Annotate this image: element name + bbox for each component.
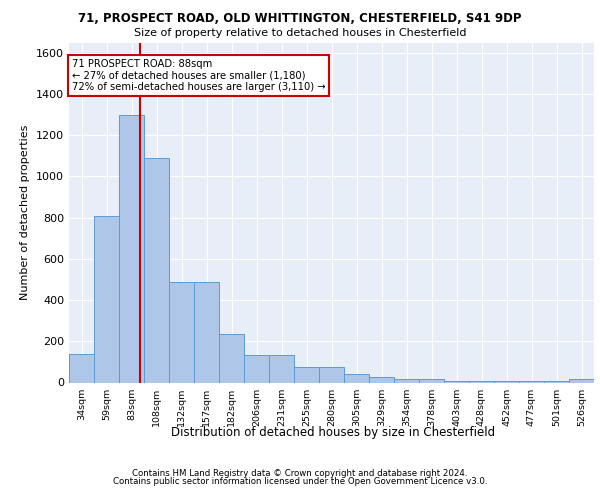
Bar <box>269 354 294 382</box>
Bar <box>94 216 119 382</box>
Text: 71, PROSPECT ROAD, OLD WHITTINGTON, CHESTERFIELD, S41 9DP: 71, PROSPECT ROAD, OLD WHITTINGTON, CHES… <box>78 12 522 26</box>
Bar <box>119 114 144 382</box>
Bar <box>69 354 94 382</box>
Bar <box>569 380 594 382</box>
Text: Size of property relative to detached houses in Chesterfield: Size of property relative to detached ho… <box>134 28 466 38</box>
Bar <box>144 158 169 382</box>
Bar <box>194 282 219 382</box>
Text: Contains public sector information licensed under the Open Government Licence v3: Contains public sector information licen… <box>113 477 487 486</box>
Bar <box>394 380 419 382</box>
Bar <box>169 282 194 382</box>
Bar <box>344 374 369 382</box>
Y-axis label: Number of detached properties: Number of detached properties <box>20 125 31 300</box>
Text: 71 PROSPECT ROAD: 88sqm
← 27% of detached houses are smaller (1,180)
72% of semi: 71 PROSPECT ROAD: 88sqm ← 27% of detache… <box>71 59 325 92</box>
Text: Distribution of detached houses by size in Chesterfield: Distribution of detached houses by size … <box>171 426 495 439</box>
Bar <box>294 367 319 382</box>
Bar <box>319 367 344 382</box>
Bar <box>219 334 244 382</box>
Bar <box>244 354 269 382</box>
Bar <box>369 378 394 382</box>
Bar <box>419 380 444 382</box>
Text: Contains HM Land Registry data © Crown copyright and database right 2024.: Contains HM Land Registry data © Crown c… <box>132 468 468 477</box>
